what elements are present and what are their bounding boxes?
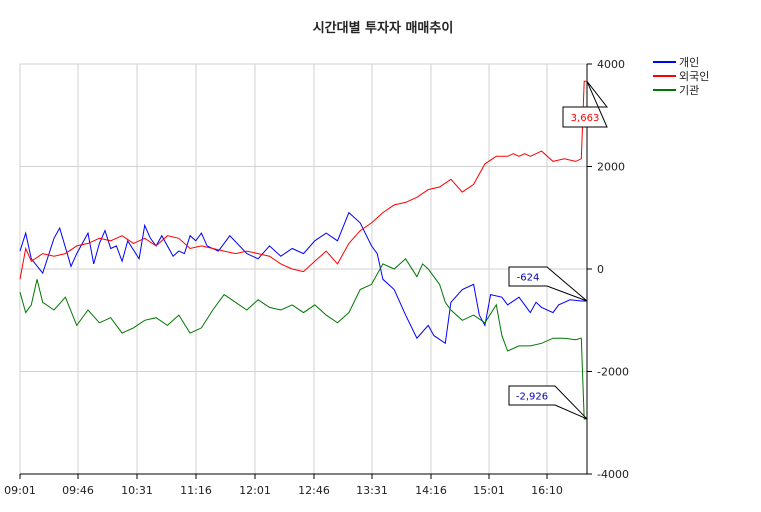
y-tick-label: -2000 [597,366,629,379]
legend-label: 외국인 [679,70,709,83]
y-tick-label: 4000 [597,58,625,71]
value-callout-label: -624 [517,273,540,284]
value-callout-box [508,385,588,420]
value-callout-label: -2,926 [516,392,548,403]
x-tick-label: 12:01 [239,484,271,497]
x-tick-label: 14:16 [415,484,447,497]
x-tick-label: 11:16 [180,484,212,497]
axes: 4000 2000 0 -2000 -4000 09:01 09:46 10:31 11:16 1… [4,58,629,497]
x-tick-label: 09:01 [4,484,36,497]
value-callout-box [562,80,609,128]
callouts: 3,663 -624 -2,926 [508,80,609,420]
series-line-0 [19,211,587,345]
x-tick-label: 10:31 [121,484,153,497]
series-line-2 [19,258,587,420]
chart-title: 시간대별 투자자 매매추이 [313,20,454,36]
legend-label: 개인 [679,56,699,69]
legend-label: 기관 [679,84,699,97]
x-tick-label: 09:46 [62,484,94,497]
y-tick-label: 0 [597,263,604,276]
x-tick-label: 16:10 [531,484,563,497]
series-line-1 [19,80,587,280]
x-tick-label: 15:01 [473,484,505,497]
y-tick-label: 2000 [597,161,625,174]
y-tick-label: -4000 [597,468,629,481]
value-callout-label: 3,663 [571,113,600,124]
x-tick-label: 12:46 [298,484,330,497]
series-layer [19,80,587,420]
value-callout-box [508,266,588,302]
x-tick-label: 13:31 [356,484,388,497]
